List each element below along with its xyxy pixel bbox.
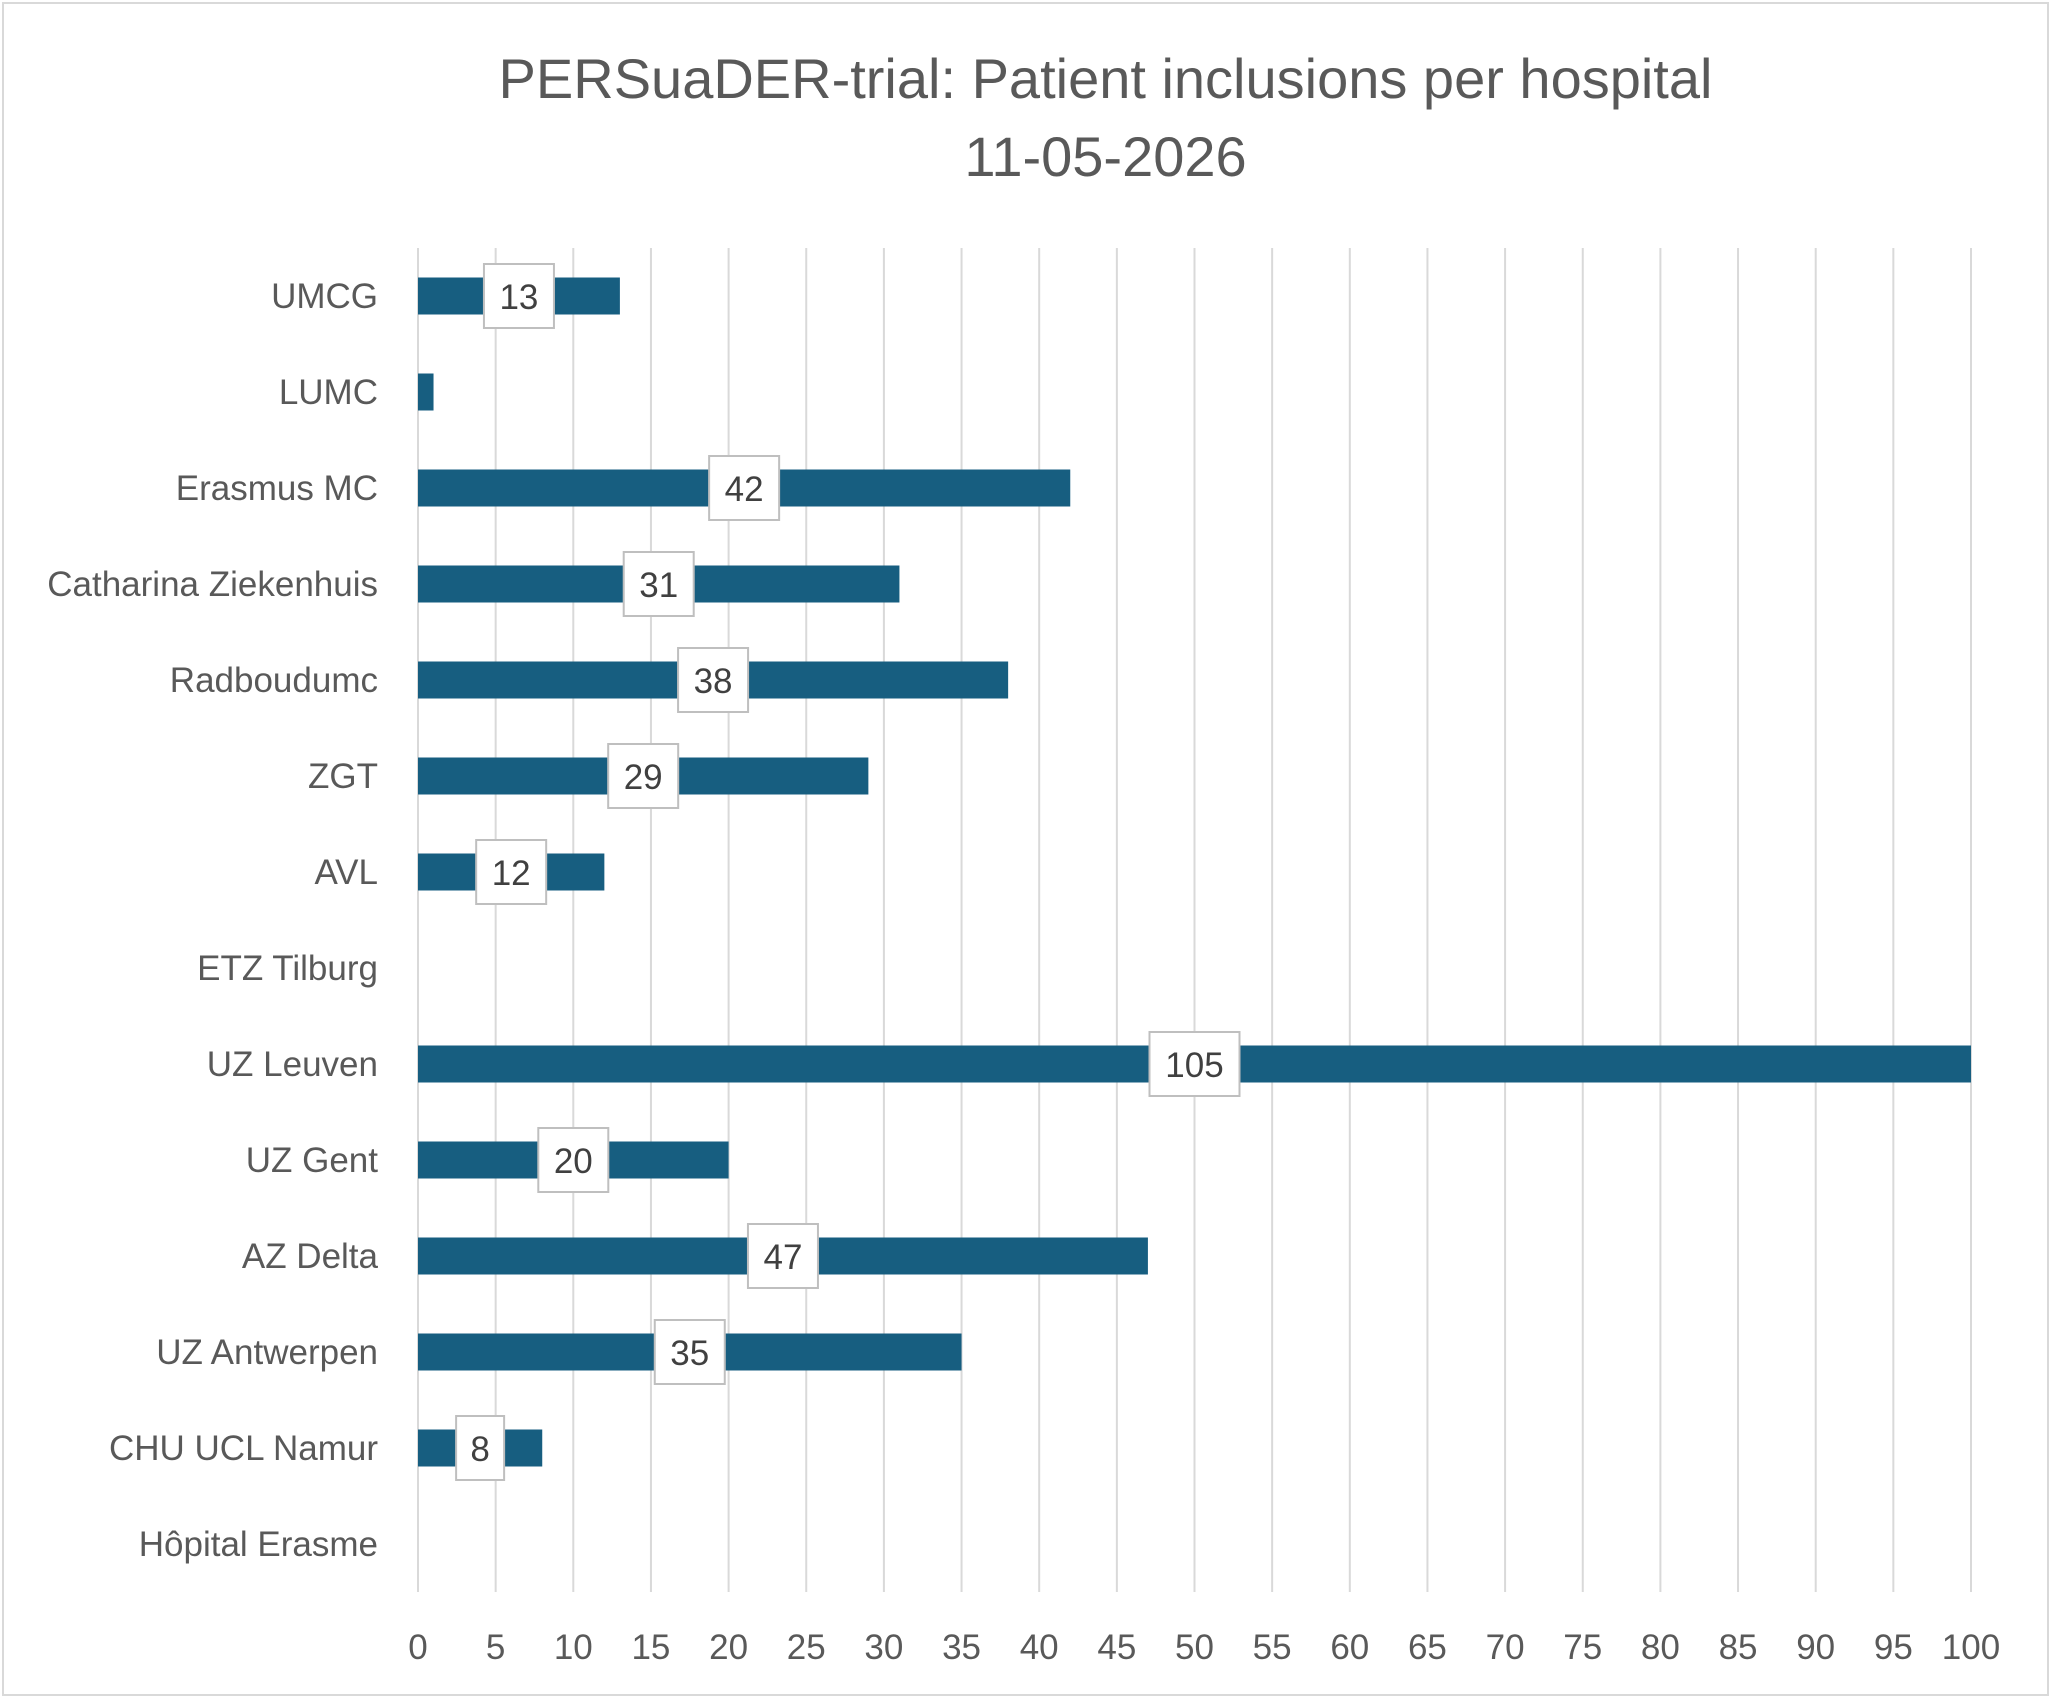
category-label: UZ Antwerpen xyxy=(156,1333,378,1372)
data-label-box xyxy=(708,455,781,521)
x-tick-label: 20 xyxy=(709,1628,748,1667)
x-tick-label: 75 xyxy=(1563,1628,1602,1667)
data-label: 8 xyxy=(470,1430,489,1469)
data-label-box xyxy=(482,263,555,329)
category-label: CHU UCL Namur xyxy=(109,1429,378,1468)
x-tick-label: 15 xyxy=(631,1628,670,1667)
x-tick-label: 40 xyxy=(1020,1628,1059,1667)
x-tick-label: 10 xyxy=(554,1628,593,1667)
x-tick-label: 0 xyxy=(408,1628,427,1667)
data-label: 38 xyxy=(694,662,733,701)
category-label: UZ Gent xyxy=(246,1141,379,1180)
data-label-box xyxy=(475,839,548,905)
x-tick-label: 45 xyxy=(1097,1628,1136,1667)
x-tick-label: 25 xyxy=(787,1628,826,1667)
x-tick-label: 95 xyxy=(1874,1628,1913,1667)
data-label: 47 xyxy=(763,1238,802,1277)
x-tick-label: 80 xyxy=(1641,1628,1680,1667)
data-label-box xyxy=(622,551,695,617)
data-label: 42 xyxy=(725,470,764,509)
category-label: Erasmus MC xyxy=(176,469,378,508)
x-tick-label: 60 xyxy=(1330,1628,1369,1667)
category-label: UMCG xyxy=(271,277,378,316)
data-label-box xyxy=(1148,1031,1241,1097)
x-tick-label: 35 xyxy=(942,1628,981,1667)
category-label: Catharina Ziekenhuis xyxy=(47,565,378,604)
bar xyxy=(418,373,434,411)
x-tick-label: 65 xyxy=(1408,1628,1447,1667)
category-label: Radboudumc xyxy=(170,661,378,700)
data-label: 35 xyxy=(670,1334,709,1373)
data-label: 31 xyxy=(639,566,678,605)
data-label: 20 xyxy=(554,1142,593,1181)
data-label-box xyxy=(746,1223,819,1289)
data-label-box xyxy=(607,743,680,809)
data-label: 29 xyxy=(624,758,663,797)
category-label: LUMC xyxy=(279,373,378,412)
x-tick-label: 50 xyxy=(1175,1628,1214,1667)
category-label: ETZ Tilburg xyxy=(197,949,378,988)
x-tick-label: 100 xyxy=(1942,1628,2000,1667)
category-label: Hôpital Erasme xyxy=(139,1525,378,1564)
category-label: AVL xyxy=(314,853,378,892)
chart-subtitle: 11-05-2026 xyxy=(964,125,1247,188)
data-label: 13 xyxy=(499,278,538,317)
data-label: 12 xyxy=(492,854,531,893)
category-label: ZGT xyxy=(308,757,378,796)
data-label-box xyxy=(537,1127,610,1193)
data-label-box xyxy=(677,647,750,713)
x-tick-label: 90 xyxy=(1796,1628,1835,1667)
data-label-box xyxy=(653,1319,726,1385)
x-tick-label: 5 xyxy=(486,1628,505,1667)
chart-title: PERSuaDER-trial: Patient inclusions per … xyxy=(0,40,2053,196)
chart-title-main: PERSuaDER-trial: Patient inclusions per … xyxy=(498,47,1713,110)
data-label-box xyxy=(455,1415,506,1481)
x-tick-label: 85 xyxy=(1719,1628,1758,1667)
x-tick-label: 55 xyxy=(1253,1628,1292,1667)
x-tick-label: 70 xyxy=(1486,1628,1525,1667)
category-label: UZ Leuven xyxy=(207,1045,378,1084)
x-tick-label: 30 xyxy=(864,1628,903,1667)
data-label: 105 xyxy=(1165,1046,1223,1085)
category-label: AZ Delta xyxy=(242,1237,379,1276)
